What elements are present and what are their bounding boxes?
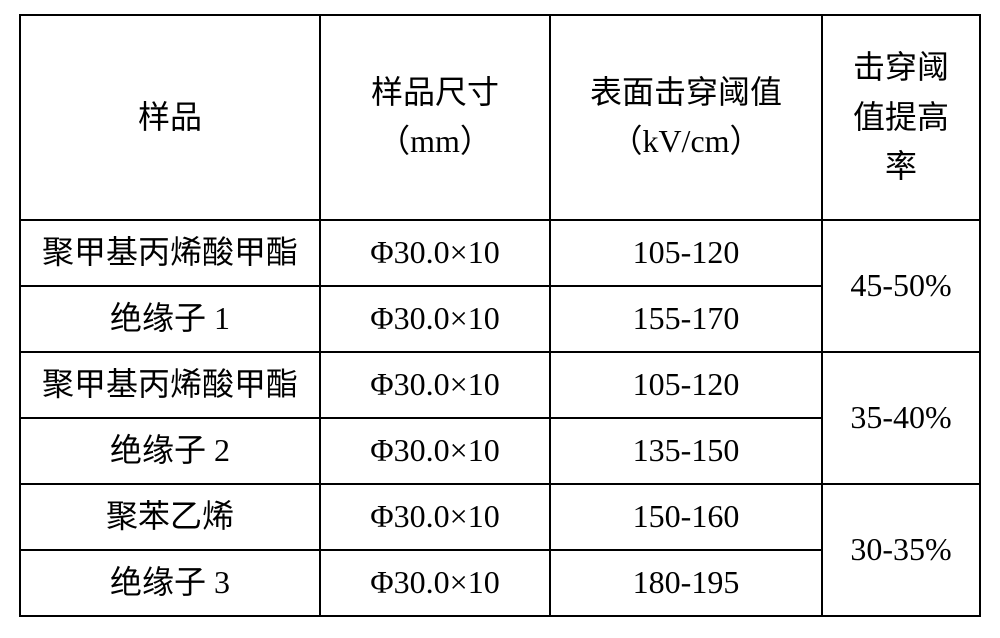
table-row: 聚甲基丙烯酸甲酯 Φ30.0×10 105-120 35-40% (20, 352, 980, 418)
cell-threshold: 105-120 (550, 220, 822, 286)
cell-sample: 绝缘子 3 (20, 550, 320, 616)
cell-threshold: 155-170 (550, 286, 822, 352)
cell-sample: 绝缘子 1 (20, 286, 320, 352)
col-header-improvement-line2: 率 (885, 148, 917, 184)
cell-improvement: 30-35% (822, 484, 980, 616)
cell-threshold: 105-120 (550, 352, 822, 418)
cell-sample: 聚苯乙烯 (20, 484, 320, 550)
col-header-dimensions-line0: 样品尺寸 (371, 74, 499, 110)
cell-dimensions: Φ30.0×10 (320, 220, 550, 286)
col-header-dimensions: 样品尺寸 （mm） (320, 15, 550, 220)
data-table: 样品 样品尺寸 （mm） 表面击穿阈值 （kV/cm） 击穿阈 值提高 率 (19, 14, 981, 617)
cell-sample: 聚甲基丙烯酸甲酯 (20, 352, 320, 418)
cell-sample: 聚甲基丙烯酸甲酯 (20, 220, 320, 286)
col-header-sample: 样品 (20, 15, 320, 220)
col-header-threshold-line1: （kV/cm） (610, 123, 761, 159)
col-header-improvement-line0: 击穿阈 (853, 49, 949, 85)
cell-threshold: 135-150 (550, 418, 822, 484)
col-header-threshold-line0: 表面击穿阈值 (590, 74, 782, 110)
table-row: 聚苯乙烯 Φ30.0×10 150-160 30-35% (20, 484, 980, 550)
cell-threshold: 150-160 (550, 484, 822, 550)
cell-dimensions: Φ30.0×10 (320, 352, 550, 418)
table-header-row: 样品 样品尺寸 （mm） 表面击穿阈值 （kV/cm） 击穿阈 值提高 率 (20, 15, 980, 220)
cell-dimensions: Φ30.0×10 (320, 484, 550, 550)
col-header-improvement-line1: 值提高 (853, 99, 949, 135)
col-header-dimensions-line1: （mm） (378, 123, 492, 159)
cell-dimensions: Φ30.0×10 (320, 550, 550, 616)
col-header-improvement: 击穿阈 值提高 率 (822, 15, 980, 220)
cell-improvement: 35-40% (822, 352, 980, 484)
cell-sample: 绝缘子 2 (20, 418, 320, 484)
cell-improvement: 45-50% (822, 220, 980, 352)
table-row: 聚甲基丙烯酸甲酯 Φ30.0×10 105-120 45-50% (20, 220, 980, 286)
cell-dimensions: Φ30.0×10 (320, 286, 550, 352)
cell-threshold: 180-195 (550, 550, 822, 616)
col-header-sample-line0: 样品 (138, 93, 202, 143)
cell-dimensions: Φ30.0×10 (320, 418, 550, 484)
col-header-threshold: 表面击穿阈值 （kV/cm） (550, 15, 822, 220)
